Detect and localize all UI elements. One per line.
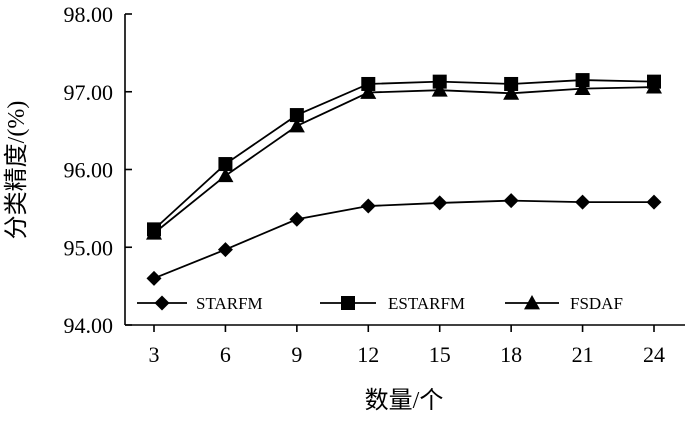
y-ticks: 94.00 95.00 96.00 97.00 98.00 bbox=[64, 2, 132, 338]
data-point-square bbox=[218, 157, 233, 172]
series-line bbox=[153, 199, 654, 280]
legend-item-fsdaf: FSDAF bbox=[505, 294, 623, 313]
data-point-diamond bbox=[503, 193, 519, 209]
legend: STARFM ESTARFM FSDAF bbox=[137, 294, 623, 313]
data-point-triangle bbox=[431, 82, 448, 97]
series-estarfm bbox=[147, 73, 661, 237]
legend-item-estarfm: ESTARFM bbox=[320, 294, 465, 313]
series-fsdaf bbox=[146, 79, 662, 240]
x-ticks: 3 6 9 12 15 18 21 24 bbox=[149, 325, 665, 367]
data-point-diamond bbox=[646, 194, 662, 210]
data-point-triangle bbox=[503, 85, 520, 100]
x-tick-label: 18 bbox=[500, 342, 522, 367]
x-tick-label: 6 bbox=[220, 342, 231, 367]
data-point-triangle bbox=[360, 84, 377, 99]
data-point-triangle bbox=[574, 80, 591, 96]
data-point-diamond bbox=[217, 242, 233, 258]
series-line bbox=[153, 86, 655, 234]
y-tick-label: 94.00 bbox=[64, 313, 114, 338]
data-point-square bbox=[432, 74, 447, 89]
data-point-triangle bbox=[217, 167, 234, 183]
axes bbox=[124, 14, 685, 326]
series-line bbox=[153, 79, 655, 231]
series-starfm bbox=[146, 193, 662, 286]
legend-marker-square bbox=[341, 296, 355, 310]
data-point-diamond bbox=[289, 211, 305, 227]
legend-marker-triangle bbox=[524, 295, 540, 310]
x-tick-label: 9 bbox=[291, 342, 302, 367]
legend-label: STARFM bbox=[196, 294, 263, 313]
x-tick-label: 24 bbox=[643, 342, 665, 367]
legend-label: FSDAF bbox=[570, 294, 623, 313]
legend-marker-diamond bbox=[154, 295, 170, 311]
y-axis-title: 分类精度/(%) bbox=[3, 101, 30, 240]
legend-label: ESTARFM bbox=[388, 294, 465, 313]
x-tick-label: 15 bbox=[429, 342, 451, 367]
data-point-diamond bbox=[146, 270, 162, 286]
data-point-diamond bbox=[360, 198, 376, 214]
legend-item-starfm: STARFM bbox=[137, 294, 263, 313]
x-tick-label: 3 bbox=[149, 342, 160, 367]
series-layer bbox=[146, 73, 662, 286]
data-point-square bbox=[504, 76, 519, 91]
data-point-diamond bbox=[575, 194, 591, 210]
data-point-triangle bbox=[646, 79, 662, 94]
data-point-diamond bbox=[432, 195, 448, 211]
data-point-triangle bbox=[146, 225, 162, 240]
data-point-square bbox=[575, 73, 590, 88]
data-point-triangle bbox=[288, 117, 305, 133]
x-axis-title: 数量/个 bbox=[365, 387, 444, 414]
y-tick-label: 97.00 bbox=[64, 80, 114, 105]
y-tick-label: 98.00 bbox=[64, 2, 114, 27]
y-tick-label: 95.00 bbox=[64, 235, 114, 260]
data-point-square bbox=[289, 108, 304, 123]
y-tick-label: 96.00 bbox=[64, 158, 114, 183]
x-tick-label: 21 bbox=[572, 342, 594, 367]
data-point-square bbox=[361, 76, 376, 91]
x-tick-label: 12 bbox=[357, 342, 379, 367]
